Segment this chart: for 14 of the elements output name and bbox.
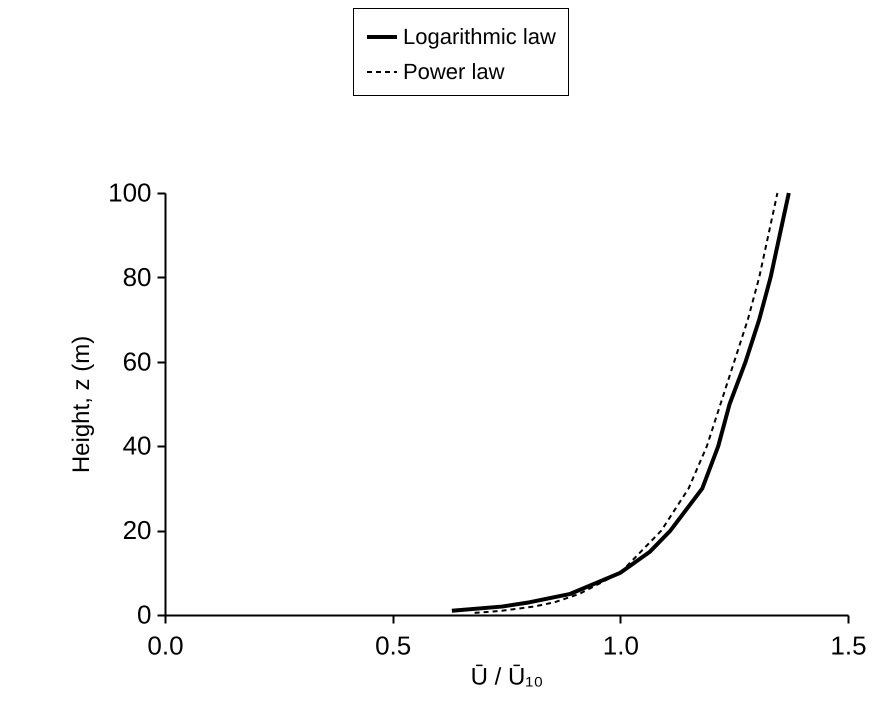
x-tick-label: 0.5 <box>375 630 412 660</box>
y-tick-label: 20 <box>122 515 152 546</box>
y-tick-label: 0 <box>137 600 152 630</box>
y-axis-title: Height, z (m) <box>68 336 96 474</box>
x-tick-label: 0.0 <box>147 630 184 660</box>
legend-label: Power law <box>403 59 505 84</box>
x-tick-label: 1.0 <box>602 630 639 660</box>
x-tick-label: 1.5 <box>830 630 867 660</box>
y-tick-label: 100 <box>108 178 152 208</box>
y-tick-label: 60 <box>122 346 152 376</box>
y-tick-label: 40 <box>122 430 152 461</box>
legend-label: Logarithmic law <box>403 24 556 49</box>
x-axis-title: Ū / Ū₁₀ <box>470 664 544 690</box>
y-tick-label: 80 <box>122 262 152 292</box>
